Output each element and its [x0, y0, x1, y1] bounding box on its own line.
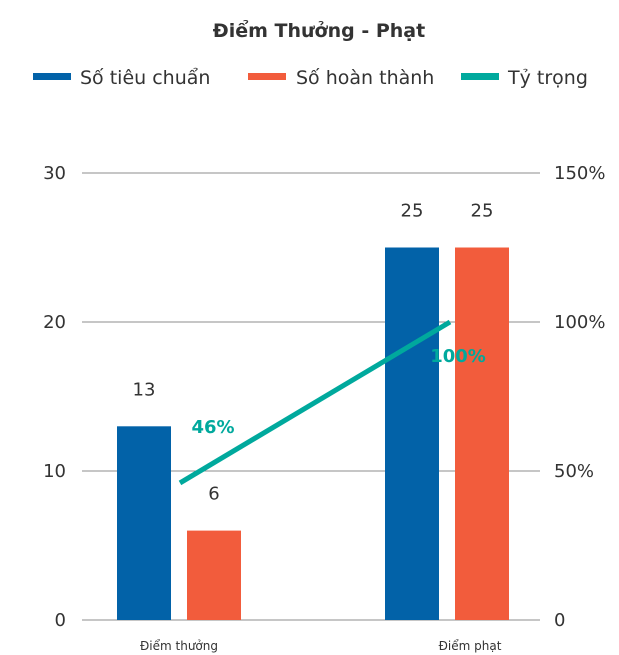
y-axis-right: 0 50% 100% 150% — [554, 163, 605, 631]
line-data-label: 46% — [191, 417, 234, 438]
x-axis-categories: Điểm thưởng Điểm phạt — [140, 639, 502, 653]
x-category-label: Điểm phạt — [439, 639, 502, 653]
y-left-tick-label: 10 — [43, 461, 66, 482]
y-right-tick-label: 150% — [554, 163, 605, 184]
legend-label-3: Tỷ trọng — [507, 67, 588, 89]
bar-data-label: 13 — [133, 379, 156, 400]
y-left-tick-label: 30 — [43, 163, 66, 184]
bar-2-2 — [455, 247, 509, 620]
bar-2-1 — [187, 530, 241, 620]
y-axis-left: 0 10 20 30 — [43, 163, 66, 631]
legend-label-2: Số hoàn thành — [296, 67, 434, 89]
bar-data-label: 25 — [471, 201, 494, 222]
chart-title: Điểm Thưởng - Phạt — [213, 19, 425, 42]
bar-1-1 — [117, 426, 171, 620]
y-right-tick-label: 0 — [554, 610, 565, 631]
line-data-label: 100% — [430, 346, 486, 367]
y-left-tick-label: 20 — [43, 312, 66, 333]
legend: Số tiêu chuẩn Số hoàn thành Tỷ trọng — [33, 67, 588, 89]
legend-label-1: Số tiêu chuẩn — [80, 67, 210, 89]
line-tytrong — [178, 319, 452, 486]
bar-data-label: 6 — [208, 484, 219, 505]
y-right-tick-label: 100% — [554, 312, 605, 333]
legend-swatch-3 — [461, 73, 499, 80]
y-left-tick-label: 0 — [55, 610, 66, 631]
line-series: 46% 100% — [178, 319, 486, 486]
y-right-tick-label: 50% — [554, 461, 594, 482]
bar-1-2 — [385, 247, 439, 620]
bar-series: 13 6 25 25 — [117, 201, 509, 620]
legend-swatch-1 — [33, 73, 71, 80]
bar-data-label: 25 — [401, 201, 424, 222]
x-category-label: Điểm thưởng — [140, 639, 218, 653]
legend-swatch-2 — [248, 73, 286, 80]
